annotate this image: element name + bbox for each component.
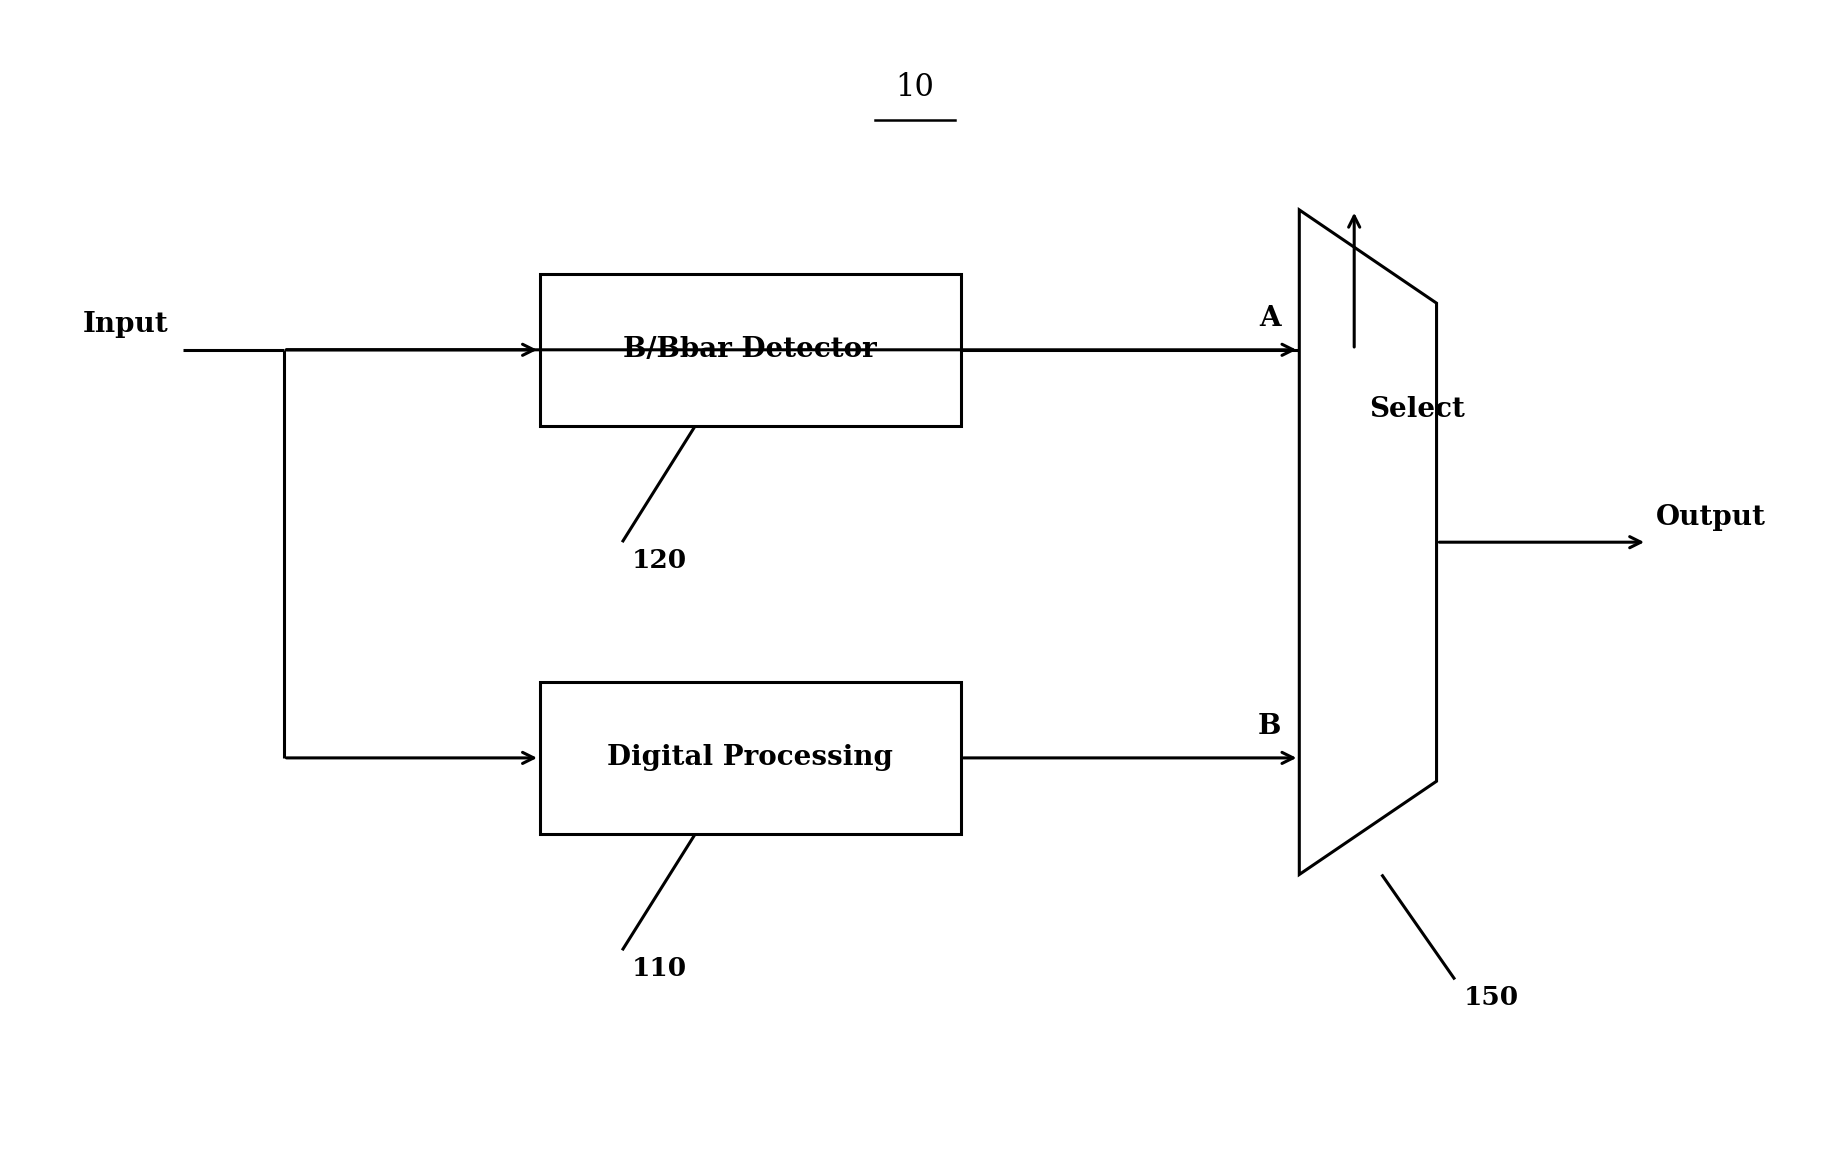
FancyBboxPatch shape: [540, 682, 961, 834]
Text: B: B: [1257, 714, 1281, 740]
Text: Digital Processing: Digital Processing: [608, 744, 893, 772]
Text: Select: Select: [1369, 396, 1464, 423]
Text: 120: 120: [631, 548, 686, 573]
FancyBboxPatch shape: [540, 274, 961, 426]
Text: Input: Input: [82, 311, 168, 338]
Text: 10: 10: [895, 72, 935, 103]
Text: 110: 110: [631, 956, 686, 981]
Text: A: A: [1259, 305, 1281, 332]
Text: 150: 150: [1464, 985, 1519, 1010]
Text: Output: Output: [1656, 504, 1766, 531]
Text: B/Bbar Detector: B/Bbar Detector: [624, 336, 877, 364]
Polygon shape: [1299, 210, 1437, 875]
